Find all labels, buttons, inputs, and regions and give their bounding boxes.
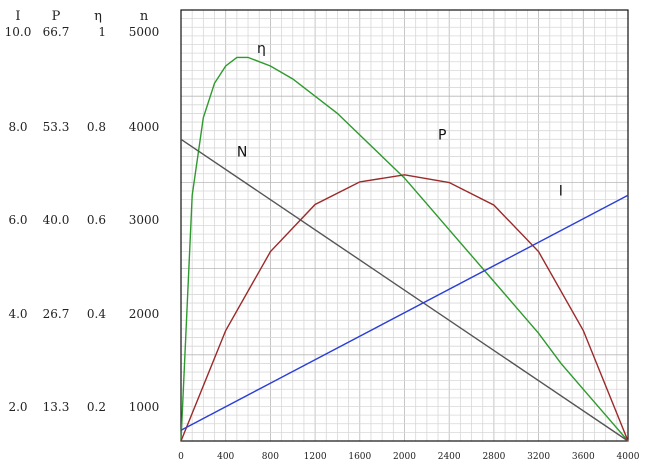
curve-label: P (438, 127, 446, 143)
x-tick-label: 4000 (617, 452, 640, 462)
plot-grid (181, 10, 628, 441)
axis-header-1: P (52, 9, 61, 24)
x-tick-label: 2400 (438, 452, 461, 462)
curve-labels: η N P I (237, 41, 563, 199)
axis-tick-label: 6.0 (8, 213, 27, 227)
x-axis-ticks: 0 400 800 1200 1600 2000 2400 2800 3200 3600 4000 (178, 452, 640, 462)
axis-tick-label: 26.7 (43, 307, 70, 321)
x-tick-label: 2000 (393, 452, 416, 462)
axis-tick-label: 13.3 (43, 400, 70, 414)
x-tick-label: 400 (217, 452, 234, 462)
series-line-I (180, 194, 629, 431)
axis-tick-label: 0.8 (87, 120, 106, 134)
x-tick-label: 2800 (482, 452, 505, 462)
axis-tick-label: 1000 (129, 400, 160, 414)
series-line-N (180, 138, 629, 442)
curve-label: N (237, 145, 247, 161)
axis-tick-label: 2.0 (8, 400, 27, 414)
axis-header-2: η (94, 9, 102, 24)
axis-tick-label: 2000 (129, 307, 160, 321)
axis-header-3: n (140, 9, 149, 24)
axis-tick-label: 4.0 (8, 307, 27, 321)
axis-tick-label: 0.4 (87, 307, 106, 321)
curve-label: I (559, 183, 563, 199)
axis-tick-label: 3000 (129, 213, 160, 227)
axis-tick-label: 5000 (129, 25, 160, 39)
x-tick-label: 0 (178, 452, 184, 462)
axis-tick-label: 53.3 (43, 120, 70, 134)
axis-tick-label: 8.0 (8, 120, 27, 134)
axis-tick-label: 66.7 (43, 25, 70, 39)
x-tick-label: 3600 (572, 452, 595, 462)
axis-tick-label: 4000 (129, 120, 160, 134)
axis-tick-label: 1 (98, 25, 106, 39)
plot-frame (180, 9, 629, 442)
x-tick-label: 3200 (527, 452, 550, 462)
axis-tick-label: 40.0 (43, 213, 70, 227)
axis-tick-label: 0.2 (87, 400, 106, 414)
series-line-η (180, 56, 629, 442)
series-line-P (180, 174, 629, 442)
axis-tick-label: 0.6 (87, 213, 106, 227)
x-tick-label: 1600 (348, 452, 371, 462)
curve-label: η (257, 41, 266, 57)
x-tick-label: 1200 (304, 452, 327, 462)
curves (180, 56, 629, 442)
axis-tick-label: 10.0 (5, 25, 32, 39)
axis-header-0: I (15, 9, 20, 24)
x-tick-label: 800 (262, 452, 279, 462)
